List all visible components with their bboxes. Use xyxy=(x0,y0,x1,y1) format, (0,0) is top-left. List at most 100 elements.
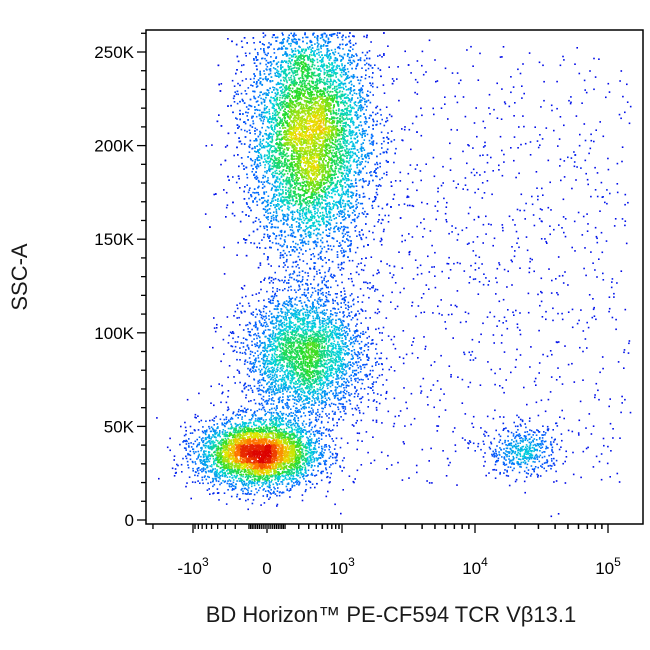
event-dot xyxy=(401,479,404,481)
event-dot xyxy=(339,32,341,34)
event-dot xyxy=(461,229,464,232)
event-dot xyxy=(248,145,250,148)
event-dot xyxy=(627,201,629,204)
event-dot xyxy=(298,483,301,485)
event-dot xyxy=(239,118,241,121)
event-dot xyxy=(323,246,326,248)
event-dot xyxy=(366,359,369,361)
event-dot xyxy=(259,344,262,346)
event-dot xyxy=(213,429,216,431)
event-dot xyxy=(575,115,578,117)
event-dot xyxy=(292,41,294,43)
event-dot xyxy=(202,482,204,485)
event-dot xyxy=(223,353,225,355)
event-dot xyxy=(255,414,257,417)
event-dot xyxy=(341,323,344,325)
event-dot xyxy=(611,278,614,280)
event-dot xyxy=(337,318,340,321)
event-dot xyxy=(286,246,288,249)
event-dot xyxy=(187,452,189,455)
event-dot xyxy=(544,440,547,443)
event-dot xyxy=(486,415,489,418)
event-dot xyxy=(393,80,395,82)
event-dot xyxy=(360,464,363,466)
event-dot xyxy=(342,312,344,314)
event-dot xyxy=(516,348,518,351)
event-dot xyxy=(272,492,274,494)
event-dot xyxy=(323,426,325,429)
event-dot xyxy=(343,235,345,237)
event-dot xyxy=(236,118,238,120)
event-dot xyxy=(492,450,494,453)
event-dot xyxy=(387,221,390,223)
event-dot xyxy=(602,279,605,281)
event-dot xyxy=(525,236,528,238)
event-dot xyxy=(166,446,169,449)
event-dot xyxy=(586,347,588,349)
event-dot xyxy=(521,420,524,423)
event-dot xyxy=(249,369,251,372)
event-dot xyxy=(245,488,248,491)
event-dot xyxy=(289,276,291,279)
event-dot xyxy=(262,354,265,356)
event-dot xyxy=(288,34,290,37)
event-dot xyxy=(519,267,521,269)
event-dot xyxy=(328,444,330,447)
event-dot xyxy=(390,130,393,132)
event-dot xyxy=(355,369,358,372)
event-dot xyxy=(215,480,218,482)
event-dot xyxy=(337,399,340,401)
event-dot xyxy=(383,228,385,231)
event-dot xyxy=(352,76,354,78)
event-dot xyxy=(298,400,300,403)
event-dot xyxy=(346,380,349,382)
event-dot xyxy=(343,254,346,256)
event-dot xyxy=(202,431,205,434)
event-dot xyxy=(408,128,411,131)
event-dot xyxy=(247,111,249,114)
event-dot xyxy=(452,430,454,433)
event-dot xyxy=(563,59,565,61)
event-dot xyxy=(231,345,234,348)
event-dot xyxy=(454,450,457,453)
event-dot xyxy=(245,409,248,411)
event-dot xyxy=(334,403,337,406)
event-dot xyxy=(275,63,278,66)
event-dot xyxy=(355,338,357,340)
event-dot xyxy=(254,75,256,77)
event-dot xyxy=(349,248,351,250)
event-dot xyxy=(313,278,315,281)
event-dot xyxy=(295,407,297,410)
event-dot xyxy=(366,105,368,108)
event-dot xyxy=(328,235,331,237)
event-dot xyxy=(628,342,630,345)
event-dot xyxy=(288,399,291,401)
event-dot xyxy=(353,210,356,213)
event-dot xyxy=(250,158,252,161)
event-dot xyxy=(613,292,615,295)
event-dot xyxy=(371,204,373,207)
event-dot xyxy=(265,325,267,328)
event-dot xyxy=(354,171,357,173)
event-dot xyxy=(249,78,252,80)
event-dot xyxy=(367,356,370,359)
event-dot xyxy=(456,305,458,308)
event-dot xyxy=(392,343,395,346)
event-dot xyxy=(267,182,270,184)
event-dot xyxy=(325,495,328,498)
event-dot xyxy=(327,42,329,45)
event-dot xyxy=(351,358,354,360)
event-dot xyxy=(345,400,348,403)
event-dot xyxy=(353,218,356,221)
event-dot xyxy=(252,200,254,202)
event-dot xyxy=(510,76,512,78)
event-dot xyxy=(202,470,205,472)
event-dot xyxy=(555,480,558,482)
event-dot xyxy=(279,42,281,44)
event-dot xyxy=(289,489,292,491)
event-dot xyxy=(257,380,260,382)
event-dot xyxy=(283,281,285,284)
event-dot xyxy=(245,338,247,341)
event-dot xyxy=(293,246,295,248)
event-dot xyxy=(472,147,474,149)
